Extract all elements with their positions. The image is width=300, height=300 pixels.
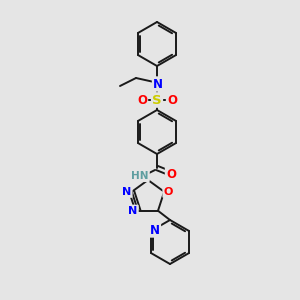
Text: HN: HN [131,171,149,181]
Text: N: N [122,187,131,197]
Text: N: N [128,206,138,216]
Text: O: O [164,187,173,197]
Text: S: S [152,94,162,106]
Text: N: N [153,77,163,91]
Text: O: O [166,167,176,181]
Text: O: O [167,94,177,106]
Text: N: N [150,224,160,236]
Text: O: O [137,94,147,106]
